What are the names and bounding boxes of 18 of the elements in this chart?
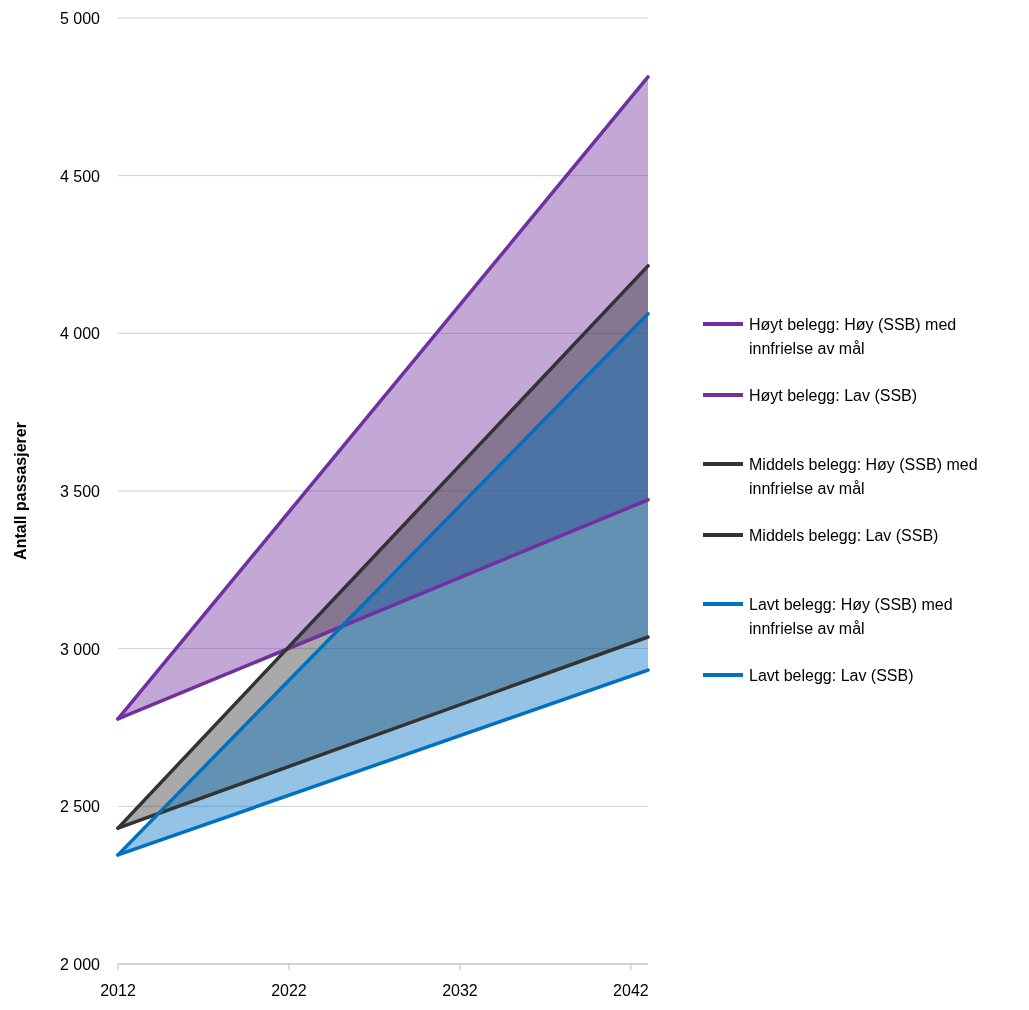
legend-label: Lavt belegg: Lav (SSB) [749,667,914,684]
y-tick-label: 4 000 [59,325,101,343]
y-tick-label: 2 000 [59,956,101,973]
y-tick-label: 5 000 [59,10,101,27]
legend-label: Middels belegg: Lav (SSB) [749,527,939,544]
legend-label: Middels belegg: Høy (SSB) med innfrielse av mål [749,456,978,497]
legend-label: Høyt belegg: Lav (SSB) [749,387,918,404]
y-tick-label: 4 500 [59,167,101,185]
legend-label: Lavt belegg: Høy (SSB) med innfrielse av mål [749,596,953,637]
legend-label: Høyt belegg: Høy (SSB) med innfrielse av mål [749,316,957,357]
x-tick-label: 2032 [442,982,478,999]
y-tick-label: 3 000 [59,640,101,658]
x-tick-label: 2022 [271,982,307,999]
x-tick-label: 2012 [100,982,136,999]
x-tick-label: 2042 [613,982,649,999]
y-tick-label: 2 500 [59,798,101,816]
y-axis-title: Antall passasjerer [12,422,29,560]
y-tick-label: 3 500 [59,483,101,500]
